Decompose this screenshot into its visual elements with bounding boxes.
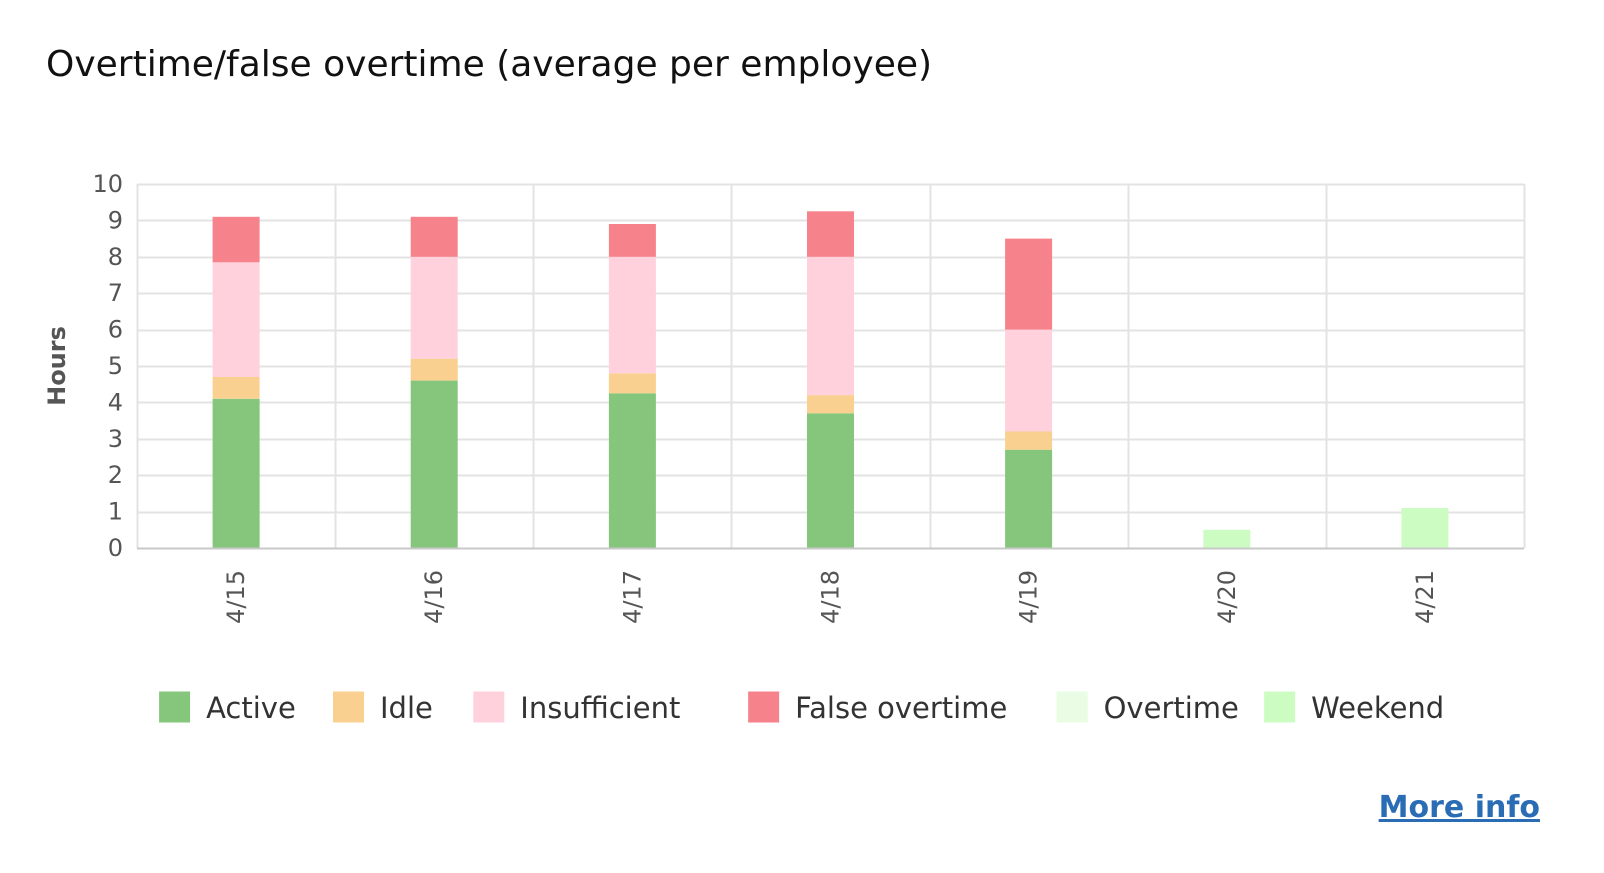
legend-item-active[interactable]: Active xyxy=(159,691,296,725)
y-tick-label: 10 xyxy=(92,170,123,198)
bar-segment-false-overtime xyxy=(410,216,458,257)
y-axis-title: Hours xyxy=(43,326,71,406)
bar-segment-insufficient xyxy=(410,256,458,359)
legend-swatch xyxy=(473,691,505,723)
chart-title: Overtime/false overtime (average per emp… xyxy=(46,44,933,85)
bar-segment-insufficient xyxy=(608,256,656,374)
y-tick-label: 9 xyxy=(108,206,123,234)
bar-segment-idle xyxy=(1005,431,1053,450)
legend-swatch xyxy=(159,691,191,723)
bar-segment-false-overtime xyxy=(807,211,854,257)
legend-swatch xyxy=(748,691,780,723)
bar-segment-insufficient xyxy=(807,256,854,396)
y-tick-label: 8 xyxy=(108,243,123,271)
bars xyxy=(212,211,1449,548)
bar-segment-idle xyxy=(212,376,260,399)
y-tick-labels: 0 1 2 3 4 5 6 7 8 9 10 xyxy=(92,170,123,562)
bar-segment-weekend xyxy=(1401,508,1449,548)
bar-segment-insufficient xyxy=(1005,329,1053,432)
bar-segment-active xyxy=(608,393,656,548)
bar-segment-active xyxy=(1005,449,1053,548)
bar-segment-idle xyxy=(807,395,854,414)
y-tick-label: 4 xyxy=(108,388,123,416)
legend-swatch xyxy=(1264,691,1296,723)
legend-label: Insufficient xyxy=(520,691,680,725)
legend-swatch xyxy=(1056,691,1088,723)
bar-segment-weekend xyxy=(1203,529,1251,548)
y-tick-label: 1 xyxy=(108,498,123,526)
bar-segment-false-overtime xyxy=(1005,238,1053,330)
legend-item-idle[interactable]: Idle xyxy=(333,691,433,725)
x-tick-label: 4/21 xyxy=(1411,570,1439,624)
legend-swatch xyxy=(333,691,365,723)
bar-segment-false-overtime xyxy=(212,216,260,263)
bar-segment-active xyxy=(807,413,854,548)
y-tick-label: 2 xyxy=(108,461,123,489)
bar-segment-idle xyxy=(608,373,656,394)
bar-segment-idle xyxy=(410,358,458,381)
x-tick-labels: 4/15 4/16 4/17 4/18 4/19 4/20 4/21 xyxy=(222,570,1439,624)
bar-segment-active xyxy=(212,398,260,548)
legend-label: Active xyxy=(206,691,296,725)
legend-item-false-overtime[interactable]: False overtime xyxy=(748,691,1007,725)
legend-label: Weekend xyxy=(1311,691,1444,725)
legend-item-weekend[interactable]: Weekend xyxy=(1264,691,1444,725)
x-tick-label: 4/15 xyxy=(222,570,250,624)
bar-segment-active xyxy=(410,380,458,548)
x-tick-label: 4/17 xyxy=(618,570,646,624)
y-tick-label: 0 xyxy=(108,534,123,562)
y-tick-label: 5 xyxy=(108,352,123,380)
legend-item-overtime[interactable]: Overtime xyxy=(1056,691,1239,725)
x-tick-label: 4/20 xyxy=(1213,570,1241,624)
more-info-link[interactable]: More info xyxy=(1378,790,1540,825)
legend-label: Idle xyxy=(380,691,433,725)
x-tick-label: 4/16 xyxy=(420,570,448,624)
stacked-bar-chart: 0 1 2 3 4 5 6 7 8 9 10 4/15 4/16 4/17 4/18 4/19 4/20 4/2… xyxy=(43,170,1526,725)
y-tick-label: 6 xyxy=(108,316,123,344)
legend-item-insufficient[interactable]: Insufficient xyxy=(473,691,680,725)
legend-label: False overtime xyxy=(795,691,1007,725)
legend: Active Idle Insufficient False overtime Over… xyxy=(159,691,1444,725)
y-tick-label: 3 xyxy=(108,425,123,453)
bar-segment-false-overtime xyxy=(608,224,656,257)
x-tick-label: 4/18 xyxy=(817,570,845,624)
bar-segment-insufficient xyxy=(212,262,260,377)
legend-label: Overtime xyxy=(1104,691,1239,725)
x-tick-label: 4/19 xyxy=(1015,570,1043,624)
y-tick-label: 7 xyxy=(108,279,123,307)
